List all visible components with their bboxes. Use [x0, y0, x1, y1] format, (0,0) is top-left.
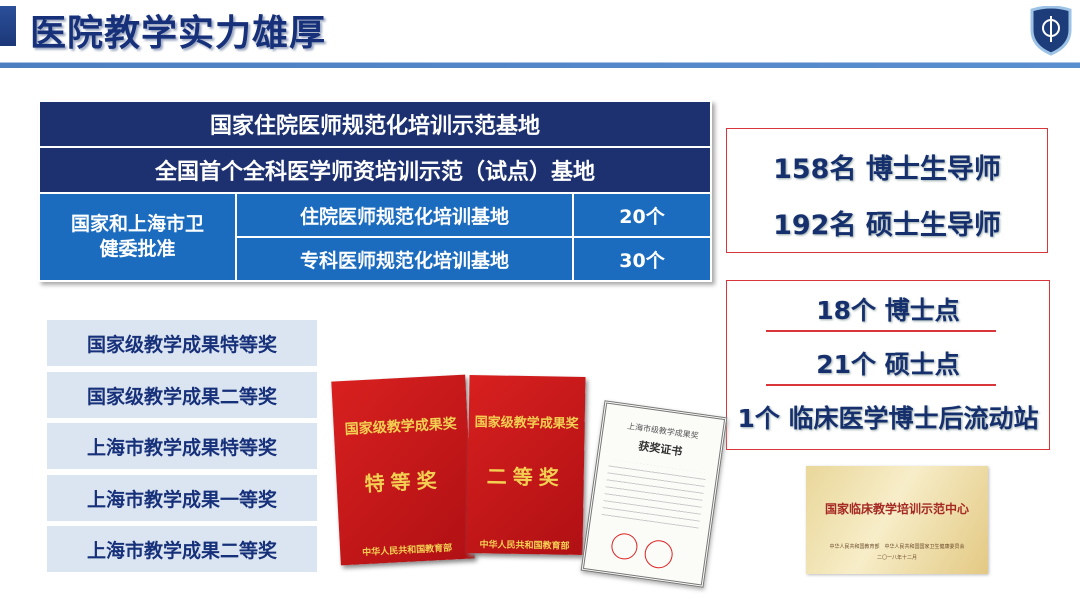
award-item: 上海市教学成果一等奖: [47, 475, 317, 521]
base-count: 20个: [572, 192, 712, 238]
phd-points: 18个 博士点: [816, 296, 960, 325]
training-base-table: 国家住院医师规范化培训示范基地 全国首个全科医学师资培训示范（试点）基地 国家和…: [38, 100, 712, 282]
divider: [766, 384, 996, 386]
header-accent-bar: [0, 6, 16, 46]
plaque-title: 国家临床教学培训示范中心: [824, 502, 969, 516]
plaque-issuer: 中华人民共和国教育部 中华人民共和国国家卫生健康委员会: [829, 544, 965, 550]
award-item: 上海市教学成果特等奖: [47, 423, 317, 469]
teaching-center-plaque: 国家临床教学培训示范中心 中华人民共和国教育部 中华人民共和国国家卫生健康委员会…: [806, 466, 988, 574]
cover-issuer: 中华人民共和国教育部: [362, 543, 453, 559]
shanghai-certificate: 上海市级教学成果奖 获奖证书: [580, 400, 728, 588]
hospital-shield-logo-icon: [1030, 6, 1072, 56]
approver-cell: 国家和上海市卫健委批准: [38, 192, 237, 282]
header-divider: [0, 62, 1080, 68]
cover-title: 国家级教学成果奖: [474, 415, 579, 432]
table-row: 专科医师规范化培训基地 30个: [39, 236, 712, 282]
supervisor-box: 158名 博士生导师 192名 硕士生导师: [726, 128, 1048, 253]
cover-issuer: 中华人民共和国教育部: [479, 540, 570, 552]
award-item: 上海市教学成果二等奖: [47, 526, 317, 572]
award-item: 国家级教学成果二等奖: [47, 372, 317, 418]
base-name: 住院医师规范化培训基地: [235, 192, 574, 238]
award-cover-second: 国家级教学成果奖 二等奖 中华人民共和国教育部: [466, 375, 586, 555]
cover-grade: 特等奖: [364, 467, 444, 497]
plaque-date: 二〇一八年十二月: [876, 555, 917, 561]
page-title: 医院教学实力雄厚: [30, 13, 327, 54]
degree-points-box: 18个 博士点 21个 硕士点 1个 临床医学博士后流动站: [726, 280, 1050, 450]
base-name: 专科医师规范化培训基地: [235, 236, 574, 282]
base-count: 30个: [572, 236, 712, 282]
divider: [766, 330, 996, 332]
award-item: 国家级教学成果特等奖: [47, 320, 317, 366]
master-points: 21个 硕士点: [816, 350, 960, 379]
seal-icon: [609, 531, 640, 562]
supervisor-master: 192名 硕士生导师: [773, 210, 1001, 241]
certificate-text-lines: [601, 459, 707, 533]
cover-grade: 二等奖: [486, 464, 565, 490]
table-row-subtitle: 全国首个全科医学师资培训示范（试点）基地: [38, 146, 712, 194]
table-row-title: 国家住院医师规范化培训示范基地: [38, 100, 712, 148]
cover-title: 国家级教学成果奖: [344, 416, 458, 438]
seal-icon: [642, 538, 675, 571]
postdoc-station: 1个 临床医学博士后流动站: [737, 404, 1039, 433]
award-cover-special: 国家级教学成果奖 特等奖 中华人民共和国教育部: [331, 374, 475, 566]
table-row: 国家和上海市卫健委批准 住院医师规范化培训基地 20个: [38, 192, 712, 282]
supervisor-phd: 158名 博士生导师: [773, 154, 1001, 185]
